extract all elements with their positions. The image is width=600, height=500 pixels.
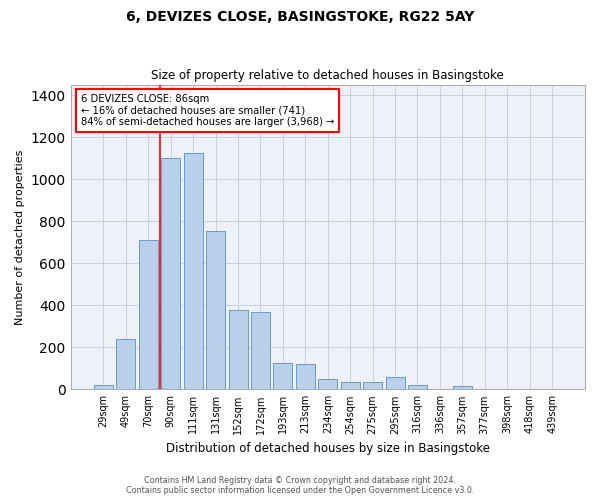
Bar (161, 158, 180, 390)
Text: 6 DEVIZES CLOSE: 86sqm
← 16% of detached houses are smaller (741)
84% of semi-de: 6 DEVIZES CLOSE: 86sqm ← 16% of detached… (81, 94, 334, 127)
Bar (318, 379, 337, 390)
Bar (116, 339, 136, 390)
Text: 6, DEVIZES CLOSE, BASINGSTOKE, RG22 5AY: 6, DEVIZES CLOSE, BASINGSTOKE, RG22 5AY (126, 10, 474, 24)
X-axis label: Distribution of detached houses by size in Basingstoke: Distribution of detached houses by size … (166, 442, 490, 455)
Bar (139, 240, 158, 390)
Bar (251, 312, 270, 390)
Bar (296, 364, 315, 390)
Bar (206, 230, 225, 390)
Bar (453, 386, 472, 390)
Bar (274, 363, 292, 390)
Bar (363, 382, 382, 390)
Title: Size of property relative to detached houses in Basingstoke: Size of property relative to detached ho… (151, 69, 504, 82)
Bar (408, 385, 427, 390)
Bar (184, 153, 203, 390)
Y-axis label: Number of detached properties: Number of detached properties (15, 149, 25, 324)
Bar (341, 382, 360, 390)
Text: Contains HM Land Registry data © Crown copyright and database right 2024.
Contai: Contains HM Land Registry data © Crown c… (126, 476, 474, 495)
Bar (94, 385, 113, 390)
Bar (386, 376, 404, 390)
Bar (229, 310, 248, 390)
